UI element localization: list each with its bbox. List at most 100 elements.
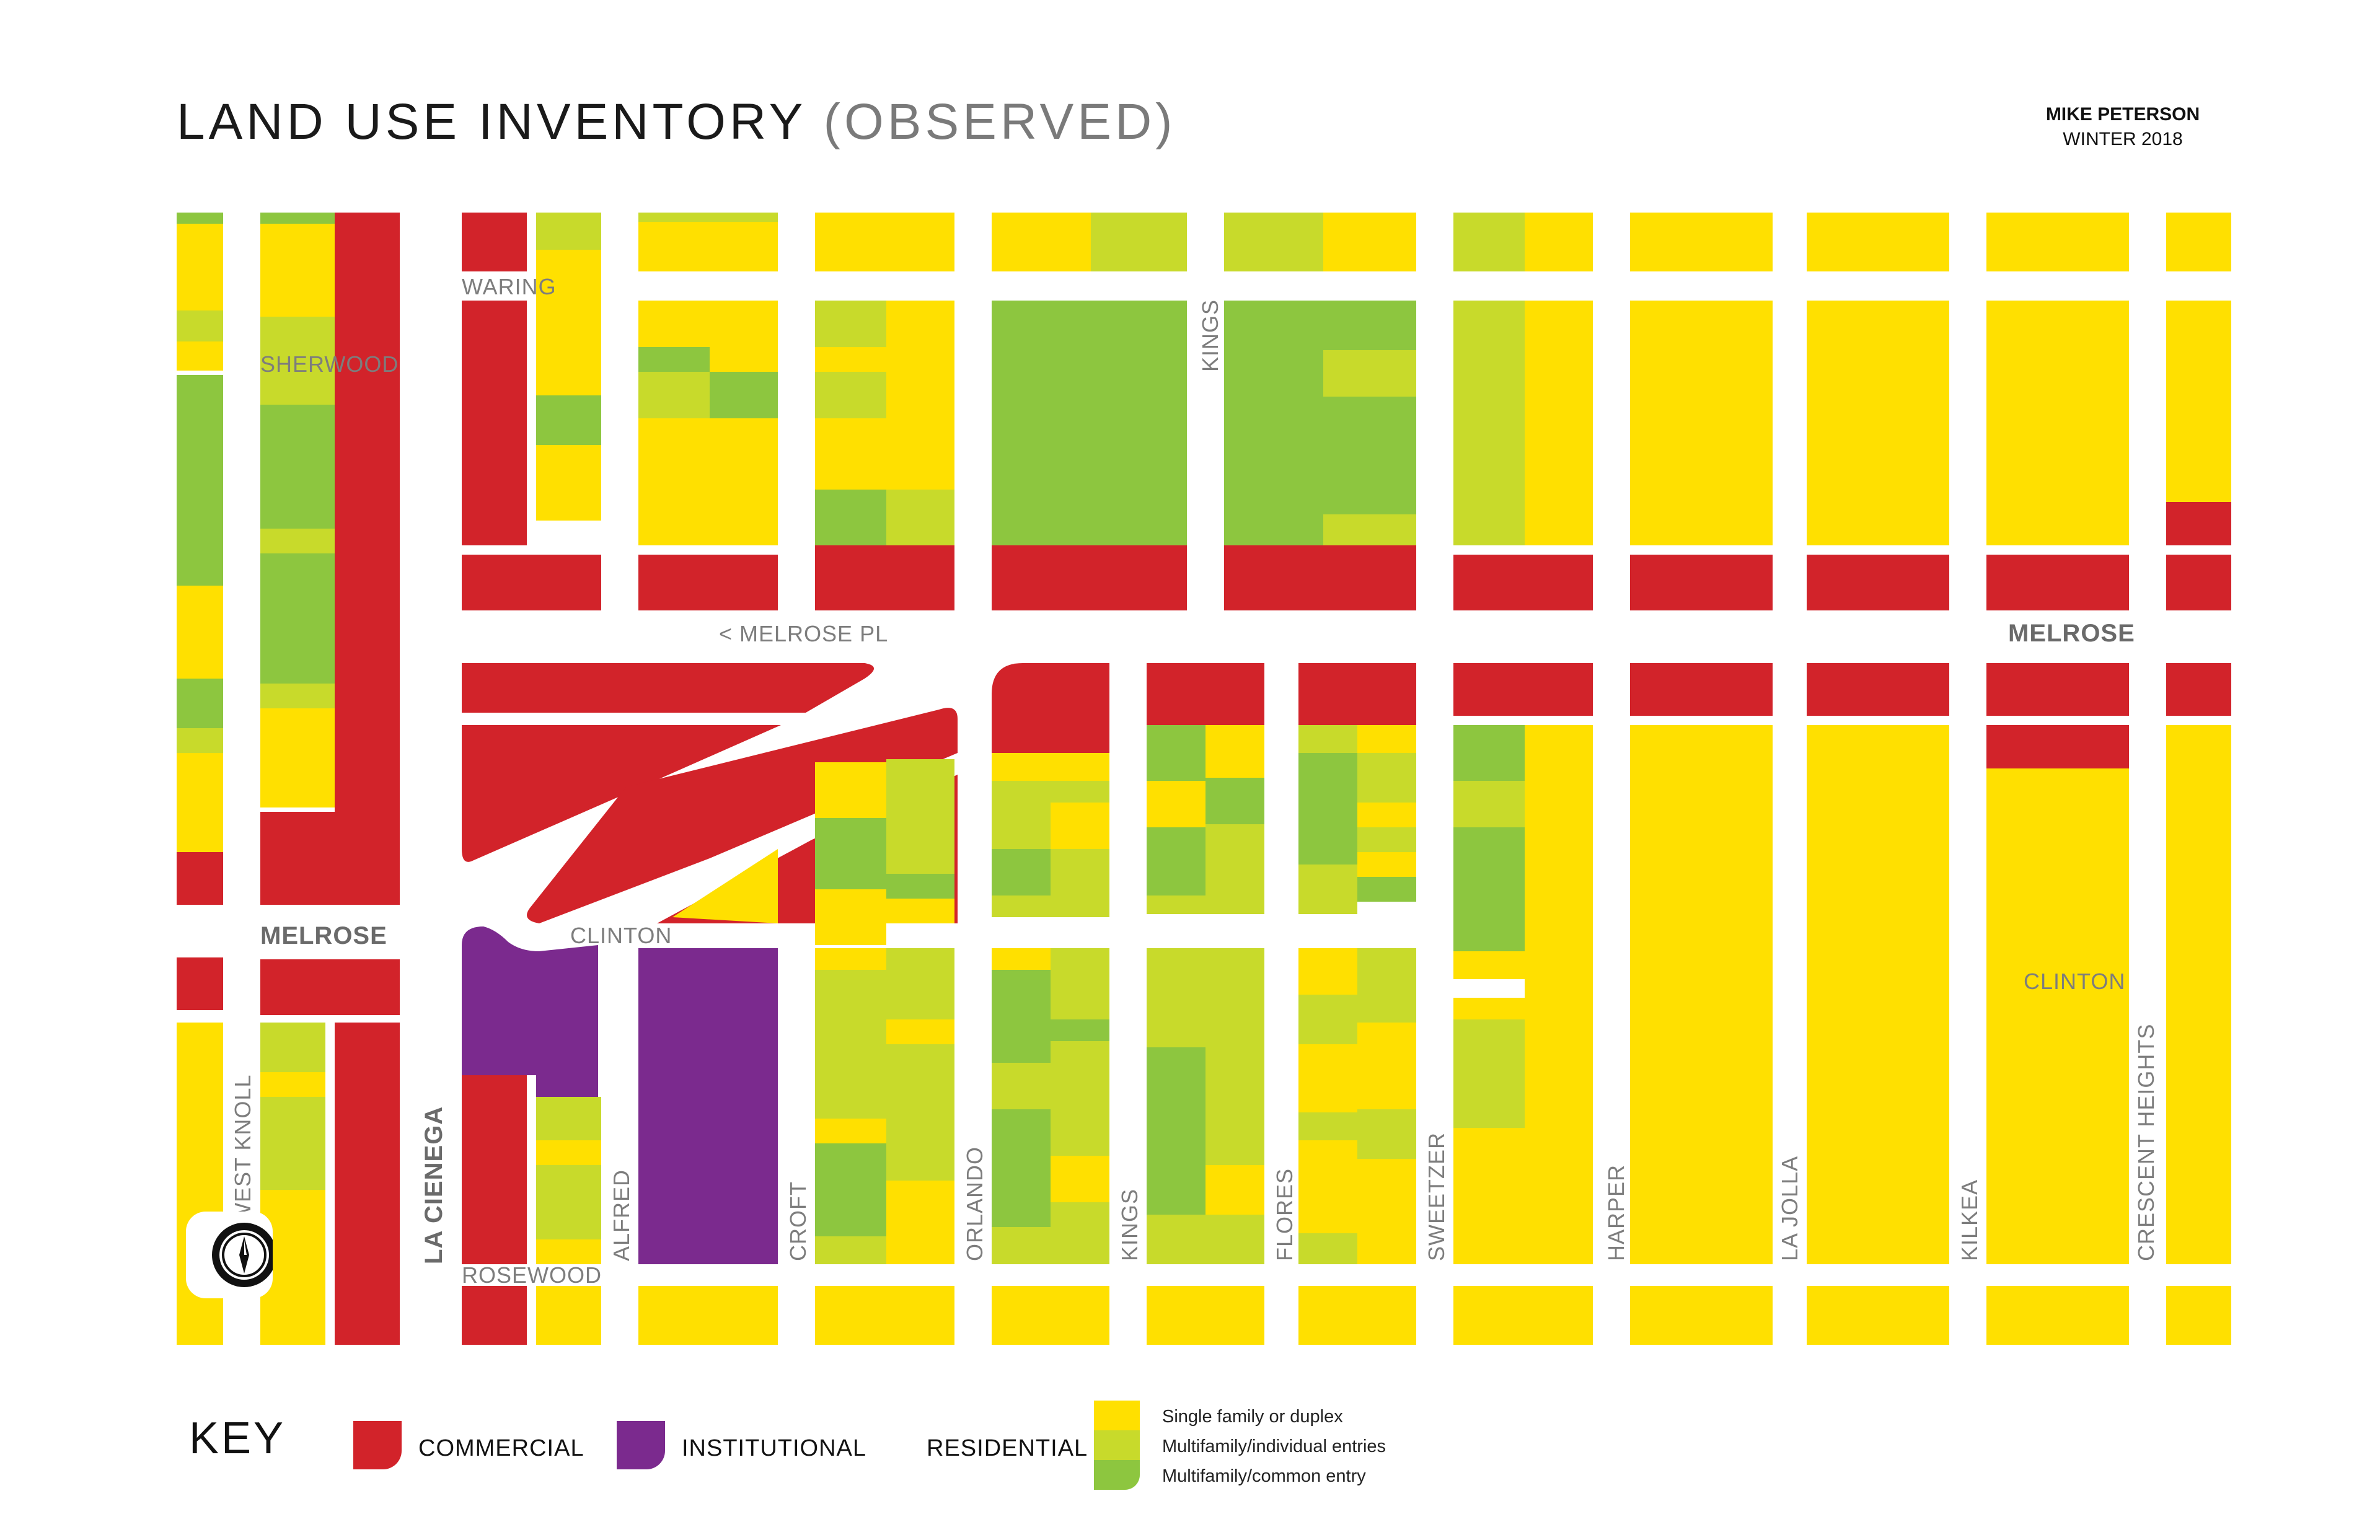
croft-s-w-3 xyxy=(815,1143,886,1236)
orlando-w-0 xyxy=(992,781,1051,803)
flores-e-4 xyxy=(1357,852,1416,877)
wedge-residential xyxy=(672,849,778,923)
flores-s-e-0 xyxy=(1357,948,1416,1023)
kings-s-e-0 xyxy=(1205,948,1264,1165)
nw-block-res-6 xyxy=(260,529,335,553)
page-title: LAND USE INVENTORY (OBSERVED) xyxy=(177,93,1176,151)
kings-s-w-1 xyxy=(1147,1047,1205,1215)
orlando-s-w-0 xyxy=(992,948,1051,970)
croft-n-w-1 xyxy=(815,818,886,889)
west-strip-s-0 xyxy=(177,375,223,586)
orlando-e-1 xyxy=(1051,803,1109,849)
sw-block-res-1 xyxy=(260,1072,325,1097)
key-label-commercial: COMMERCIAL xyxy=(418,1435,584,1461)
kings-w-1 xyxy=(1147,781,1205,827)
key-swatch-single-family xyxy=(1094,1401,1140,1430)
croft-n-w-3 xyxy=(815,920,886,945)
melrose-s-commercial-1 xyxy=(1807,663,1949,716)
street-label-kings-south: KINGS xyxy=(1117,1188,1142,1261)
melrose-s-res-0 xyxy=(1630,725,1773,998)
flores-e-2 xyxy=(1357,803,1416,827)
nw-block-res-0 xyxy=(260,213,335,224)
flores-e-3 xyxy=(1357,827,1416,852)
kings-s-w-2 xyxy=(1147,1215,1205,1264)
nw-block-res-8 xyxy=(260,684,335,708)
sweetzer-w-1 xyxy=(1453,781,1525,827)
block-f-single xyxy=(1525,301,1593,545)
melrose-pl-commercial-e xyxy=(1224,545,1416,610)
croft-s-w-1 xyxy=(815,970,886,1119)
west-strip-commercial xyxy=(177,957,223,1010)
melrose-s-commercial-0 xyxy=(1630,663,1773,716)
alfred-res-0 xyxy=(536,1097,601,1140)
block-f-individual xyxy=(1453,301,1525,545)
south-row-east-2 xyxy=(1986,1286,2129,1345)
orlando-e-0 xyxy=(1051,781,1109,803)
street-label-flores: FLORES xyxy=(1272,1168,1297,1261)
street-label-kings-north: KINGS xyxy=(1197,299,1223,372)
key-swatch-institutional xyxy=(617,1421,665,1469)
waring-res-2 xyxy=(536,271,601,395)
block-c-w-0 xyxy=(815,301,886,347)
street-label-rosewood: ROSEWOOD xyxy=(462,1262,602,1288)
east-n-top-1 xyxy=(1807,213,1949,271)
block-b-w-2 xyxy=(638,372,710,418)
east-s-block-1 xyxy=(1807,998,1949,1264)
orlando-commercial-rounded xyxy=(992,663,1109,753)
sweetzer-e xyxy=(1525,725,1593,998)
melrose-commercial-f xyxy=(1453,555,1593,610)
street-label-clinton-east: CLINTON xyxy=(2024,969,2126,994)
south-row-east-0 xyxy=(1630,1286,1773,1345)
alfred-res-2 xyxy=(536,1165,601,1239)
key-swatch-multifamily-common xyxy=(1094,1460,1140,1490)
melrose-commercial-east-2 xyxy=(1986,555,2129,610)
kings-s-e-2 xyxy=(1205,1215,1264,1264)
west-strip-s-4 xyxy=(177,753,223,852)
croft-n-e-0 xyxy=(886,759,954,874)
orlando-s-e-0 xyxy=(1051,948,1109,1019)
east-n-block-0 xyxy=(1630,301,1773,545)
street-label-orlando: ORLANDO xyxy=(962,1146,987,1261)
block-b-n-1 xyxy=(638,222,778,271)
title-main: LAND USE INVENTORY xyxy=(177,94,806,150)
street-label-clinton-west: CLINTON xyxy=(570,923,672,948)
croft-s-w-2 xyxy=(815,1119,886,1143)
title-subtitle: (OBSERVED) xyxy=(823,94,1176,150)
south-row-3 xyxy=(1147,1286,1264,1345)
west-strip-s-2 xyxy=(177,679,223,728)
block-b-e-1 xyxy=(710,372,778,418)
croft-n-e-1 xyxy=(886,874,954,899)
orlando-s-w-3 xyxy=(992,1109,1051,1227)
street-label-croft: CROFT xyxy=(785,1181,811,1261)
orlando-s-e-4 xyxy=(1051,1202,1109,1264)
flores-w-0 xyxy=(1298,725,1357,753)
croft-n-w-2 xyxy=(815,889,886,920)
melrose-s-res-3 xyxy=(2166,725,2231,998)
melrose-commercial-east-3 xyxy=(2166,555,2231,610)
south-row-4 xyxy=(1298,1286,1416,1345)
south-row-5 xyxy=(1453,1286,1593,1345)
flores-s-e-2 xyxy=(1357,1109,1416,1159)
croft-s-e-2 xyxy=(886,1044,954,1181)
east-s-block-0 xyxy=(1630,998,1773,1264)
sweetzer-w-3 xyxy=(1453,951,1525,979)
street-label-crescent-heights: CRESCENT HEIGHTS xyxy=(2133,1023,2159,1261)
season-label: WINTER 2018 xyxy=(2063,129,2183,149)
block-b-w-3 xyxy=(638,418,710,545)
block-b-w-1 xyxy=(638,347,710,372)
block-c-w-3 xyxy=(815,418,886,490)
melrose-s-res-2 xyxy=(1986,725,2129,998)
key-label-multifamily-individual: Multifamily/individual entries xyxy=(1162,1437,1386,1456)
street-label-melrose-pl: < MELROSE PL xyxy=(719,621,889,646)
block-d-n-e xyxy=(1091,213,1187,271)
key-title: KEY xyxy=(189,1414,286,1463)
nw-block-commercial-strip xyxy=(335,213,400,905)
block-e-n-w xyxy=(1224,213,1323,271)
sw-block-commercial-south xyxy=(335,1283,400,1345)
west-strip-s-3 xyxy=(177,728,223,753)
melrose-pl-diag-3 xyxy=(527,708,958,923)
kings-s-w-0 xyxy=(1147,948,1205,1047)
street-label-la-jolla: LA JOLLA xyxy=(1777,1155,1802,1261)
east-n-top-3 xyxy=(2166,213,2231,271)
flores-s-w-4 xyxy=(1298,1140,1357,1233)
